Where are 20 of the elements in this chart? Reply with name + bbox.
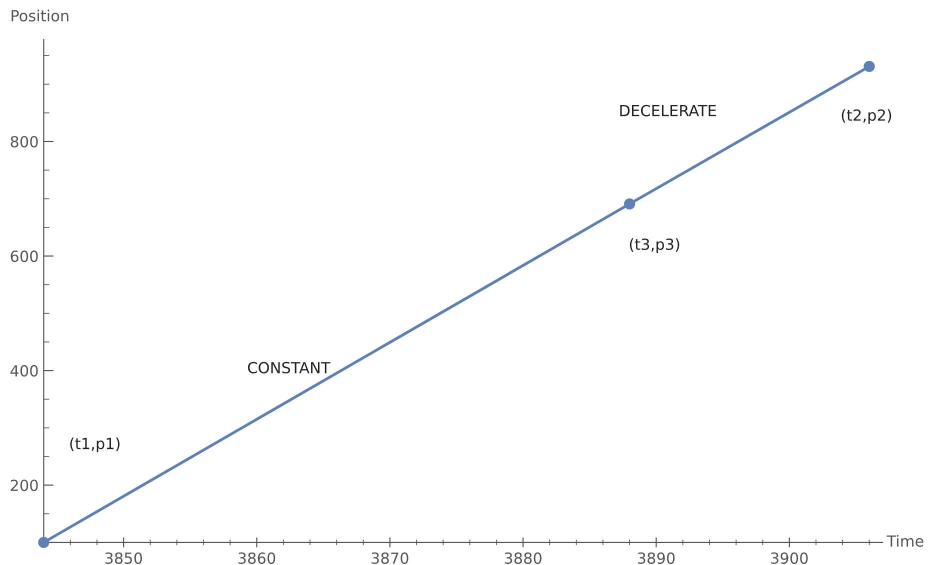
y-axis-title: Position <box>12 10 68 22</box>
x-tick-label: 3850 <box>105 552 142 564</box>
x-tick-label: 3890 <box>638 552 675 564</box>
annotation: DECELERATE <box>620 104 716 116</box>
annotation: CONSTANT <box>248 362 330 374</box>
x-tick-label: 3900 <box>771 552 808 564</box>
x-axis-title: Time <box>886 535 924 547</box>
annotation: (t1,p1) <box>70 437 120 452</box>
point <box>864 60 875 72</box>
y-tick-label: 200 <box>10 480 38 492</box>
x-tick-label: 3880 <box>504 552 542 564</box>
y-tick-label: 600 <box>10 250 38 262</box>
annotation: (t3,p3) <box>630 238 680 253</box>
point <box>38 536 50 548</box>
x-tick-label: 3870 <box>372 552 408 564</box>
y-tick-label: 400 <box>10 365 38 377</box>
y-tick-label: 800 <box>10 136 38 148</box>
annotation: (t2,p2) <box>842 109 892 124</box>
x-tick-label: 3860 <box>238 552 276 564</box>
point <box>624 198 636 210</box>
